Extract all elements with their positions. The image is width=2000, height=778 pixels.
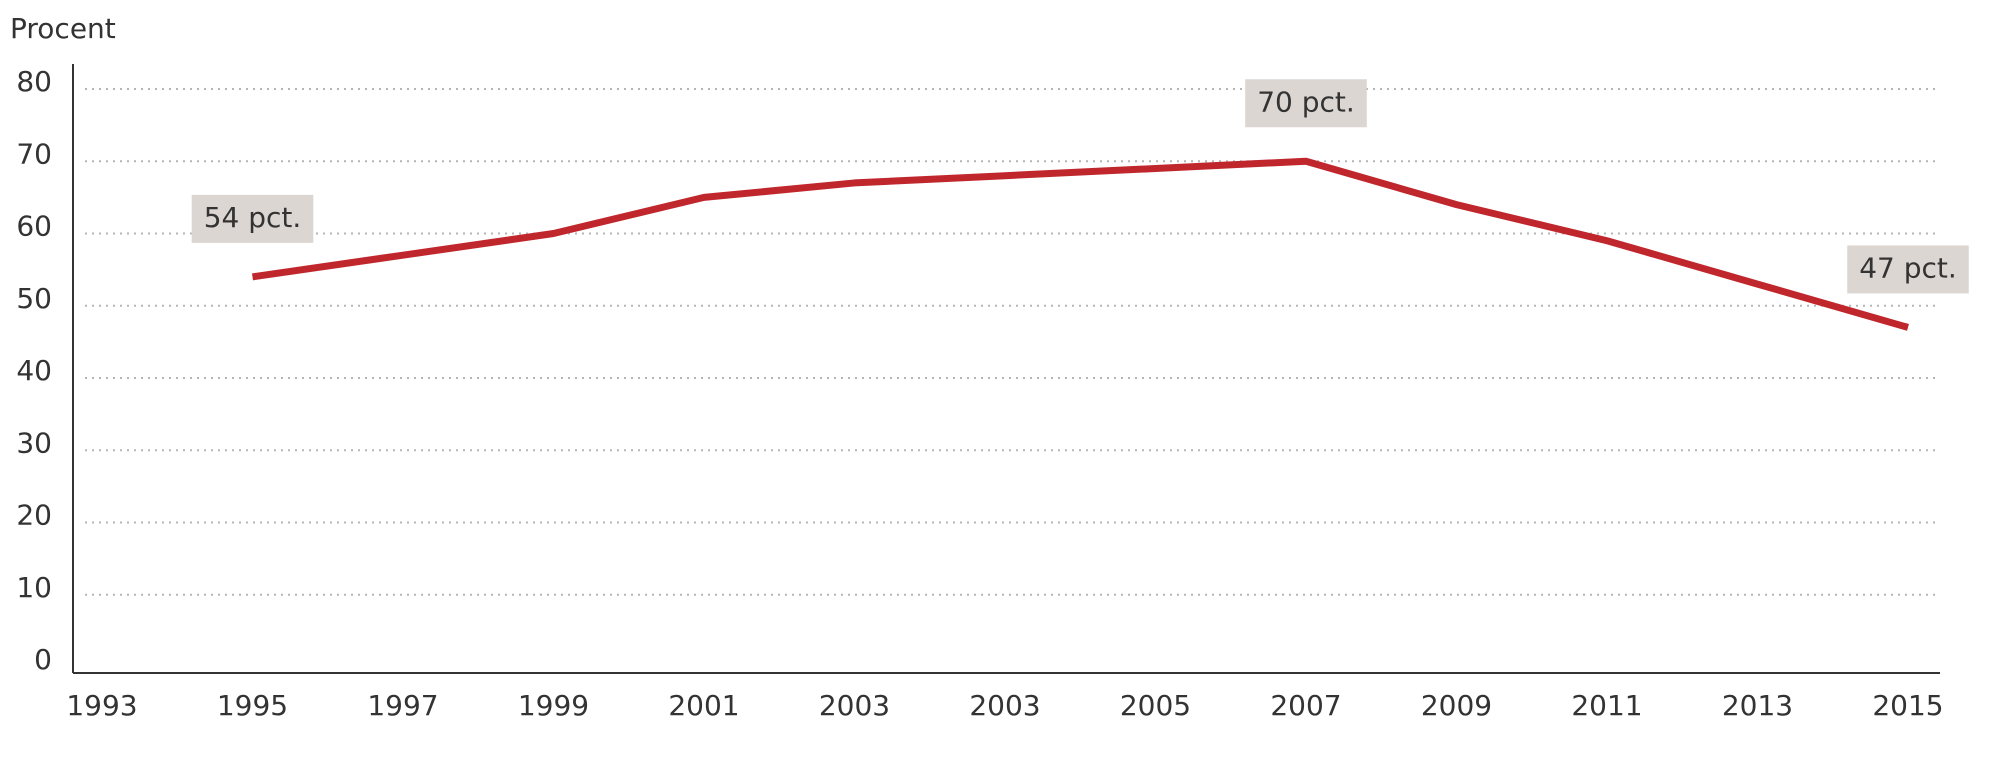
- data-label: 54 pct.: [191, 194, 314, 243]
- x-tick-label: 2013: [1722, 689, 1793, 722]
- y-tick-label: 10: [16, 571, 52, 604]
- x-tick-label: 2003: [819, 689, 890, 722]
- x-tick-label: 2007: [1270, 689, 1341, 722]
- y-tick-label: 50: [16, 282, 52, 315]
- x-tick-label: 2011: [1571, 689, 1642, 722]
- x-tick-label: 1993: [66, 689, 137, 722]
- data-label-text: 54 pct.: [204, 201, 302, 234]
- x-tick-label: 2005: [1120, 689, 1191, 722]
- label-box: [191, 194, 314, 243]
- y-tick-label: 40: [16, 354, 52, 387]
- label-box: [1245, 79, 1367, 128]
- data-label-text: 70 pct.: [1257, 85, 1355, 118]
- x-tick-label: 1995: [217, 689, 288, 722]
- label-box: [1847, 245, 1969, 294]
- x-tick-label: 1997: [367, 689, 438, 722]
- line: [252, 157, 1909, 331]
- y-tick-label: 30: [16, 426, 52, 459]
- data-label: 47 pct.: [1847, 245, 1969, 294]
- y-axis-label: Procent: [10, 12, 116, 45]
- y-tick-label: 70: [16, 137, 52, 170]
- x-tick-label: 2003: [969, 689, 1040, 722]
- x-tick-label: 2001: [668, 689, 739, 722]
- data-label-text: 47 pct.: [1859, 251, 1957, 284]
- y-tick-label: 60: [16, 210, 52, 243]
- y-tick-label: 0: [34, 643, 52, 676]
- data-label: 70 pct.: [1245, 79, 1367, 128]
- y-tick-label: 80: [16, 65, 52, 98]
- x-tick-label: 2015: [1872, 689, 1943, 722]
- y-tick-label: 20: [16, 499, 52, 532]
- x-tick-label: 1999: [518, 689, 589, 722]
- x-tick-label: 2009: [1421, 689, 1492, 722]
